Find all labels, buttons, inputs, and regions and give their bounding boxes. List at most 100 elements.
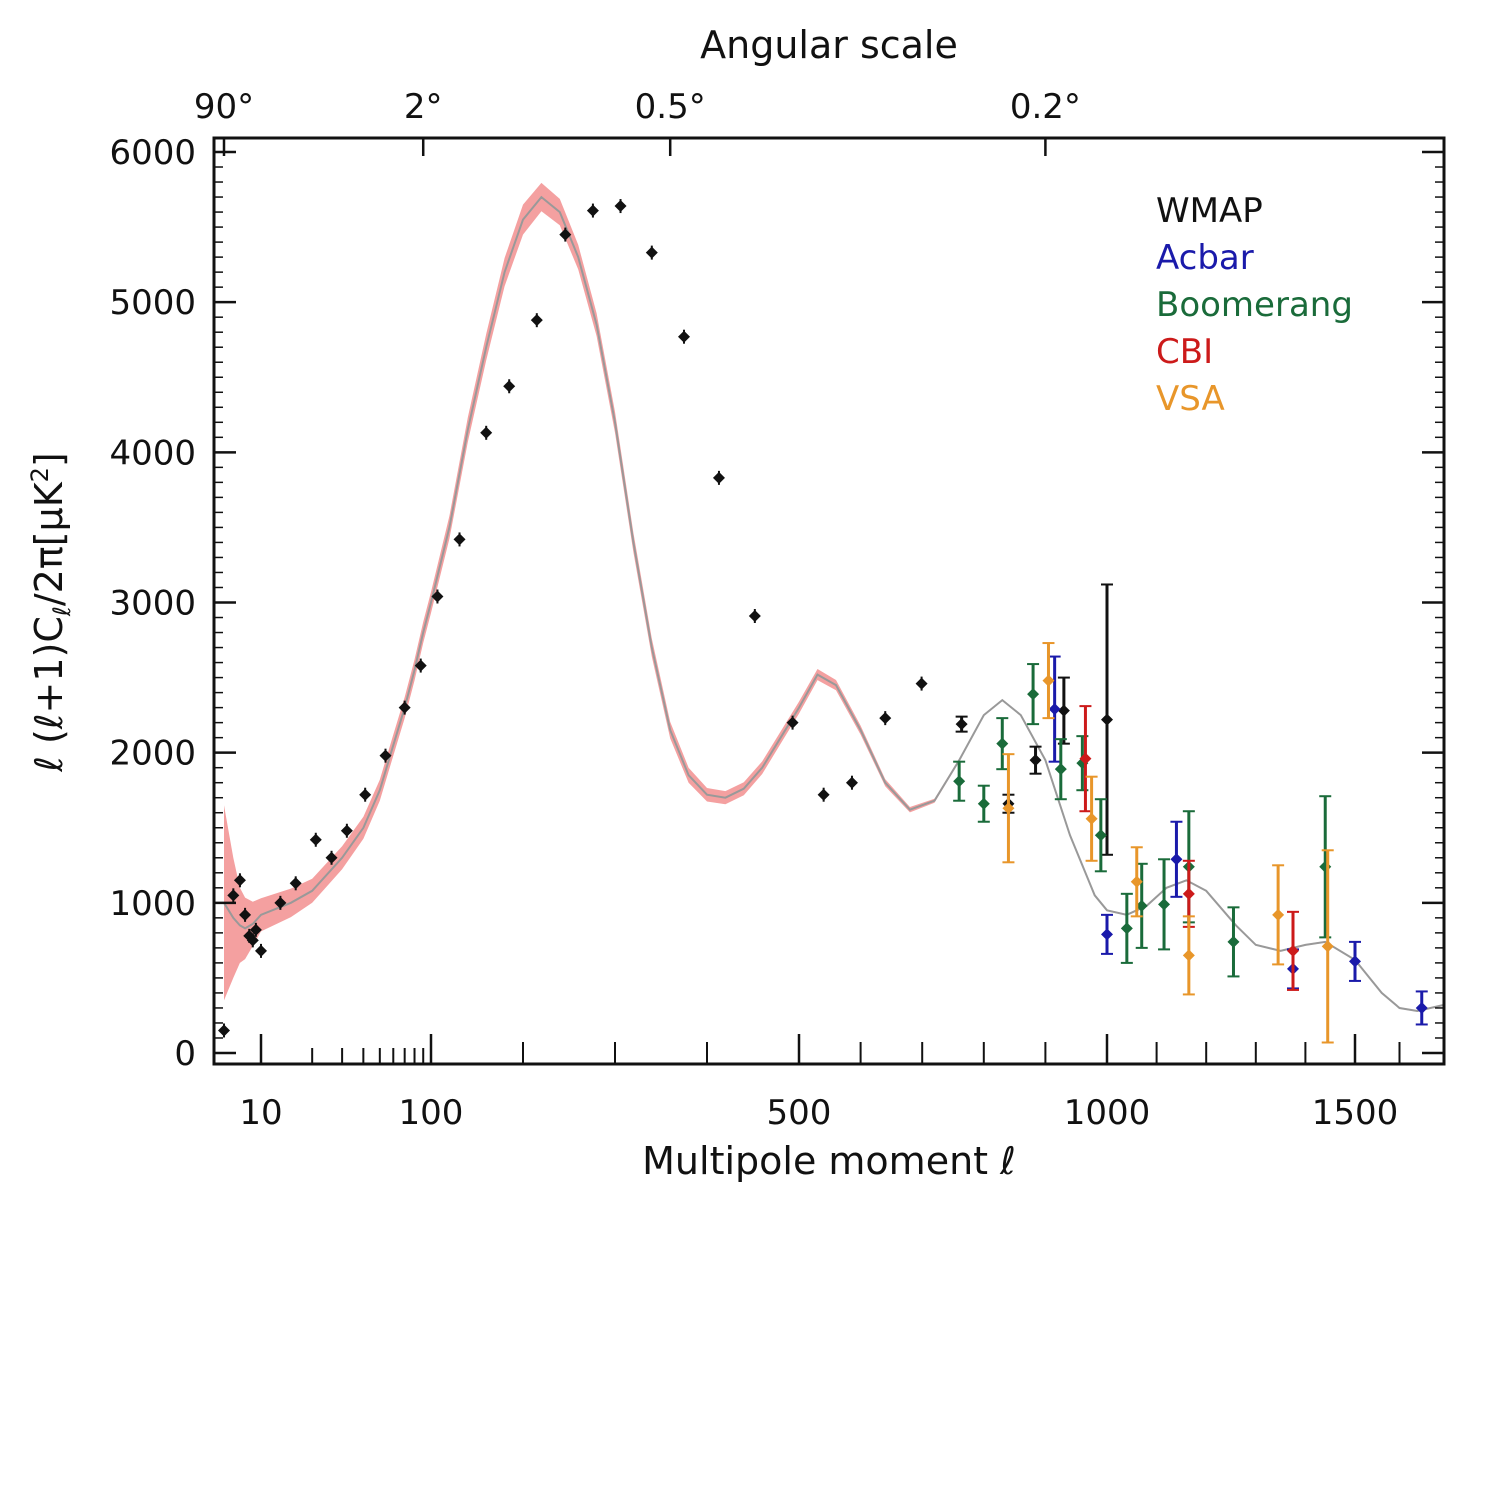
data-point <box>325 851 338 864</box>
axis-tick-labels: 0 1000 2000 3000 4000 5000 6000 10 100 500 1000 150… <box>109 87 1398 1133</box>
data-point <box>559 228 572 241</box>
y-axis-title-tail: /2π[μK <box>27 481 71 606</box>
data-point <box>1101 928 1113 941</box>
data-point <box>249 923 262 936</box>
data-point <box>1094 829 1107 842</box>
data-point <box>1158 898 1171 911</box>
data-point <box>977 797 990 810</box>
x-axis-title: Multipole moment ℓ <box>642 1139 1016 1183</box>
legend-entry-cbi: CBI <box>1156 332 1213 372</box>
data-point <box>614 200 627 213</box>
data-point <box>1101 713 1113 726</box>
svg-text:ℓ (ℓ+1)Cℓ/2π[μK2]: ℓ (ℓ+1)Cℓ/2π[μK2] <box>26 452 76 773</box>
data-point <box>955 718 968 731</box>
data-point <box>1170 853 1183 866</box>
y-tick-label: 2000 <box>109 734 196 774</box>
data-point <box>786 716 799 729</box>
data-point <box>218 1024 230 1037</box>
data-point <box>239 908 252 921</box>
data-point <box>1029 754 1042 767</box>
top-tick-label: 2° <box>404 87 443 127</box>
data-point <box>503 380 516 393</box>
data-point <box>255 944 267 957</box>
data-point <box>645 246 658 259</box>
data-point <box>1182 949 1195 962</box>
data-point <box>1227 935 1240 948</box>
y-axis-title-sub: ℓ <box>48 606 76 617</box>
data-point <box>1057 704 1070 717</box>
legend-entry-wmap: WMAP <box>1156 191 1263 231</box>
data-point <box>398 701 411 714</box>
data-point <box>712 471 725 484</box>
y-axis-title-sup: 2 <box>26 467 54 482</box>
y-tick-label: 3000 <box>109 584 196 624</box>
data-point <box>530 314 543 327</box>
legend-entry-boomerang: Boomerang <box>1156 285 1353 325</box>
axis-ticks <box>214 138 1444 1064</box>
data-point <box>1054 763 1067 776</box>
data-point <box>879 712 892 725</box>
top-tick-label: 0.5° <box>635 87 706 127</box>
data-point <box>1002 802 1015 815</box>
data-point <box>1120 922 1133 935</box>
data-point <box>1079 752 1092 765</box>
y-tick-label: 6000 <box>109 133 196 173</box>
data-point <box>453 533 466 546</box>
top-tick-label: 0.2° <box>1010 87 1081 127</box>
series-vsa <box>1002 642 1334 1044</box>
x-tick-label: 10 <box>239 1093 282 1133</box>
data-point <box>1135 899 1148 912</box>
top-tick-label: 90° <box>194 87 254 127</box>
data-point <box>1048 703 1061 716</box>
y-tick-label: 1000 <box>109 884 196 924</box>
data-point <box>1085 812 1098 825</box>
x-tick-label: 1000 <box>1064 1093 1151 1133</box>
data-point <box>1042 674 1055 687</box>
y-axis-title-main: ℓ (ℓ+1)C <box>27 616 71 773</box>
y-axis-title-close: ] <box>27 452 71 467</box>
data-point <box>586 204 599 217</box>
data-point <box>996 737 1009 750</box>
y-tick-label: 5000 <box>109 283 196 323</box>
data-point <box>748 610 761 623</box>
data-point <box>431 590 444 603</box>
data-point <box>246 934 259 947</box>
data-point <box>845 776 858 789</box>
data-point <box>817 788 830 801</box>
model-line <box>223 195 1445 1013</box>
data-point <box>309 833 322 846</box>
series-wmap <box>218 199 1113 1038</box>
data-point <box>340 824 353 837</box>
x-tick-label: 1500 <box>1312 1093 1399 1133</box>
data-points <box>218 199 1428 1044</box>
model-curve <box>223 195 1445 1013</box>
data-point <box>1027 688 1040 701</box>
data-point <box>915 677 928 690</box>
y-axis-title: ℓ (ℓ+1)Cℓ/2π[μK2] <box>26 452 76 773</box>
data-point <box>233 874 246 887</box>
x-tick-label: 500 <box>767 1093 832 1133</box>
data-point <box>1287 944 1299 957</box>
y-tick-label: 4000 <box>109 433 196 473</box>
data-point <box>1349 955 1361 968</box>
data-point <box>1415 1001 1428 1014</box>
legend-entry-vsa: VSA <box>1156 379 1225 419</box>
y-tick-label: 0 <box>174 1034 196 1074</box>
data-point <box>289 877 302 890</box>
legend-entry-acbar: Acbar <box>1156 238 1254 278</box>
data-point <box>1130 875 1143 888</box>
data-point <box>1182 887 1195 900</box>
data-point <box>379 749 392 762</box>
top-axis-title: Angular scale <box>700 23 958 67</box>
legend: WMAP Acbar Boomerang CBI VSA <box>1156 191 1353 419</box>
data-point <box>953 775 966 788</box>
data-point <box>1321 940 1334 953</box>
data-point <box>414 659 427 672</box>
data-point <box>227 889 240 902</box>
x-tick-label: 100 <box>399 1093 464 1133</box>
plot-frame <box>212 136 1446 1066</box>
series-acbar <box>1048 655 1428 1026</box>
data-point <box>274 896 287 909</box>
